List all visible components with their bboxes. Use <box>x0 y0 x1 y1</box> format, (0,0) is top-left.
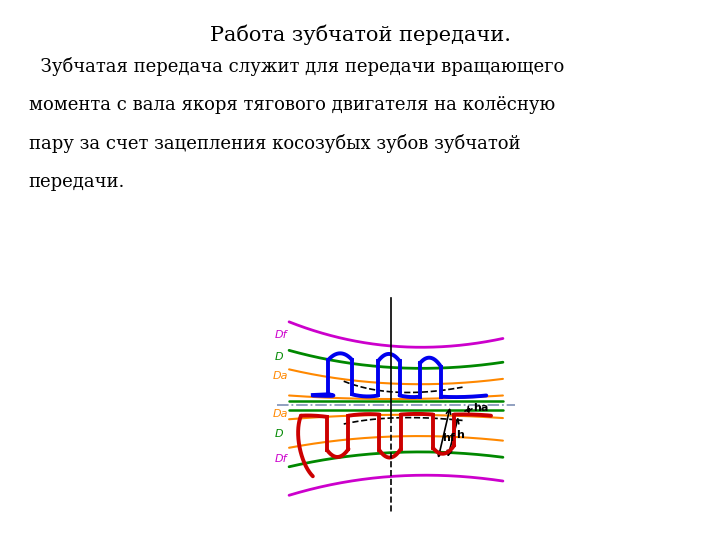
Text: Da: Da <box>272 371 288 381</box>
Text: Df: Df <box>275 330 287 341</box>
Text: передачи.: передачи. <box>29 173 125 191</box>
Text: Зубчатая передача служит для передачи вращающего: Зубчатая передача служит для передачи вр… <box>29 57 564 76</box>
Text: h: h <box>456 430 464 440</box>
Text: hf: hf <box>442 433 455 443</box>
Text: пару за счет зацепления косозубых зубов зубчатой: пару за счет зацепления косозубых зубов … <box>29 134 521 153</box>
Text: Работа зубчатой передачи.: Работа зубчатой передачи. <box>210 24 510 45</box>
Text: Df: Df <box>275 454 287 464</box>
Text: Da: Da <box>272 409 288 419</box>
Text: D: D <box>275 352 284 362</box>
Text: ha: ha <box>473 403 489 413</box>
Text: D: D <box>275 429 284 439</box>
Text: момента с вала якоря тягового двигателя на колёсную: момента с вала якоря тягового двигателя … <box>29 96 555 113</box>
